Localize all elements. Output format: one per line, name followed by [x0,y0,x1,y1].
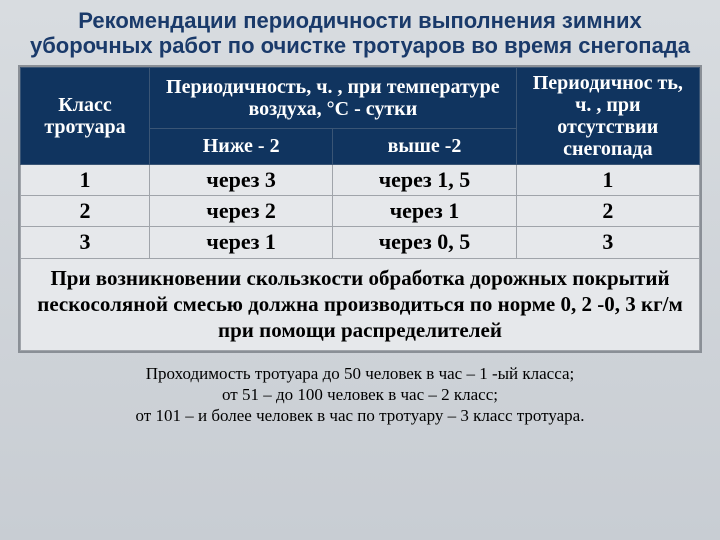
cell-above: через 1, 5 [333,164,516,195]
cell-above: через 1 [333,195,516,226]
cell-class: 2 [21,195,150,226]
cell-class: 3 [21,227,150,258]
table-note: При возникновении скользкости обработка … [21,258,700,350]
th-class: Класс тротуара [21,67,150,164]
th-below-2: Ниже - 2 [150,128,333,164]
cell-class: 1 [21,164,150,195]
cell-nosnow: 1 [516,164,699,195]
recommendations-table: Класс тротуара Периодичность, ч. , при т… [20,67,700,351]
table-row: 1 через 3 через 1, 5 1 [21,164,700,195]
table-row: 3 через 1 через 0, 5 3 [21,227,700,258]
cell-below: через 3 [150,164,333,195]
cell-below: через 2 [150,195,333,226]
th-above-2: выше -2 [333,128,516,164]
slide-title: Рекомендации периодичности выполнения зи… [18,8,702,59]
cell-nosnow: 2 [516,195,699,226]
th-periodicity-temp: Периодичность, ч. , при температуре возд… [150,67,517,128]
th-periodicity-nosnow: Периодичнос ть, ч. , при отсутствии снег… [516,67,699,164]
cell-nosnow: 3 [516,227,699,258]
table-note-row: При возникновении скользкости обработка … [21,258,700,350]
table-row: 2 через 2 через 1 2 [21,195,700,226]
table-container: Класс тротуара Периодичность, ч. , при т… [18,65,702,353]
cell-above: через 0, 5 [333,227,516,258]
footnote: Проходимость тротуара до 50 человек в ча… [18,363,702,427]
cell-below: через 1 [150,227,333,258]
